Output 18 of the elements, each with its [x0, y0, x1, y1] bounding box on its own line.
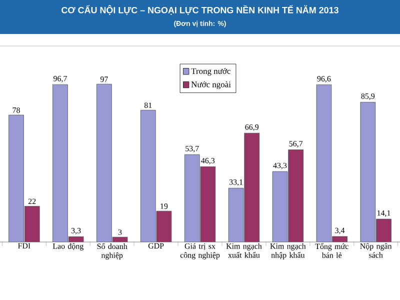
- bar: [272, 171, 288, 242]
- bar: [244, 132, 260, 242]
- legend-label: Nước ngoài: [191, 81, 231, 90]
- bar: [376, 218, 392, 242]
- bar: [288, 150, 304, 242]
- bar: [360, 102, 376, 242]
- bar: [228, 188, 244, 242]
- bar: [316, 84, 332, 242]
- bar: [156, 210, 172, 242]
- bar: [184, 154, 200, 242]
- bar: [8, 114, 24, 242]
- bar: [96, 84, 112, 242]
- bar: [200, 166, 216, 242]
- bar: [52, 84, 68, 242]
- bar: [24, 206, 40, 242]
- legend-label: Trong nước: [191, 68, 230, 76]
- bar: [140, 110, 156, 242]
- chart-title: CƠ CẤU NỘI LỰC – NGOẠI LỰC TRONG NỀN KINH TẾ NĂM 2013: [62, 5, 338, 15]
